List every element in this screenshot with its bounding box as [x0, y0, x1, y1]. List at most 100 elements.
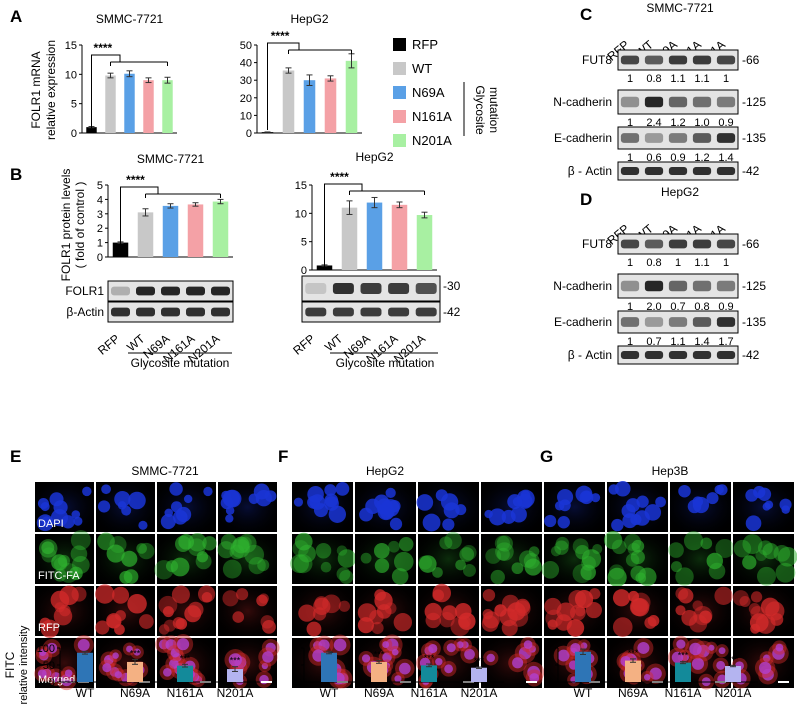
band [161, 307, 180, 317]
cell-nucleus [262, 651, 274, 663]
cell-nucleus [523, 640, 533, 649]
cell [115, 610, 126, 621]
legend-swatch-WT [393, 62, 406, 75]
x-tick-label: N161A [411, 686, 448, 700]
cell-nucleus [112, 652, 119, 659]
cell [293, 554, 313, 574]
band [716, 351, 736, 359]
bar-WT [321, 652, 337, 682]
bar-WT [575, 651, 591, 682]
bar-N69A [162, 205, 179, 257]
band [668, 239, 688, 249]
bar-N201A [345, 60, 358, 134]
bar-N201A [162, 80, 173, 133]
cell [580, 564, 596, 581]
band [620, 280, 640, 292]
chart-F: WT *** N69A *** N161A *** N201A [301, 647, 504, 700]
cell [338, 600, 351, 612]
cell-nucleus [507, 494, 523, 510]
cell [733, 539, 752, 558]
y-tick-label: 5 [71, 99, 77, 111]
blot-row-label: β - Actin [568, 348, 612, 362]
cell-nucleus [398, 662, 411, 675]
band [388, 307, 410, 317]
cell [425, 612, 441, 629]
quant-value: 0.7 [670, 301, 685, 313]
band [620, 96, 640, 108]
cell [742, 534, 763, 555]
cell [384, 602, 397, 615]
micrograph-title: SMMC-7721 [131, 464, 199, 478]
bar-N201A [416, 215, 433, 270]
group-label: Glycosite mutation [336, 356, 435, 370]
bar-N69A [303, 80, 316, 133]
cell-nucleus [689, 642, 702, 656]
bar-N161A [391, 204, 408, 270]
cell [393, 551, 414, 572]
band [186, 286, 205, 296]
cell [555, 536, 570, 551]
legend-label-N161A: N161A [412, 109, 452, 124]
kda-label: -125 [742, 95, 766, 109]
quant-value: 0.9 [718, 117, 733, 129]
band [360, 283, 382, 294]
cell [374, 591, 393, 610]
cell [541, 560, 560, 579]
cell [357, 603, 377, 622]
cell [257, 559, 270, 572]
cell [59, 585, 79, 606]
y-tick-label: 40 [240, 58, 252, 70]
cell-nucleus [461, 641, 469, 649]
cell [612, 589, 631, 607]
legend-label-N69A: N69A [412, 85, 445, 100]
y-tick-label: 1 [97, 238, 103, 250]
cell [490, 569, 505, 585]
cell [432, 567, 443, 578]
cell-nucleus [435, 658, 443, 666]
x-tick-label: N201A [461, 686, 498, 700]
cell-nucleus [382, 641, 390, 648]
cell-nucleus [114, 490, 131, 508]
legend-swatch-RFP [393, 38, 406, 51]
cell-nucleus [518, 646, 532, 660]
cell [714, 586, 733, 606]
cell-nucleus [608, 484, 619, 495]
cell [683, 531, 704, 551]
legend-swatch-N161A [393, 110, 406, 123]
cell [444, 531, 462, 550]
cell [51, 554, 68, 571]
cell-nucleus [261, 662, 269, 670]
group-label: Glycosite mutation [131, 356, 230, 370]
cell [748, 603, 761, 615]
cell-nucleus [708, 644, 715, 651]
micrograph-title: Hep3B [652, 464, 689, 478]
cell [112, 586, 130, 604]
cell [374, 558, 390, 573]
quant-value: 0.7 [646, 336, 661, 348]
y-tick-label: 0 [49, 677, 55, 689]
cell-nucleus [442, 518, 455, 531]
band [211, 286, 230, 296]
blot-row-label: FUT8 [582, 53, 612, 67]
blot-row-label: β - Actin [568, 164, 612, 178]
cell-nucleus [488, 508, 507, 526]
cell-nucleus [501, 509, 516, 524]
band [211, 307, 230, 317]
cell [462, 563, 476, 577]
y-tick-label: 5 [97, 180, 103, 192]
cell-nucleus [464, 648, 475, 660]
cell-nucleus [97, 500, 111, 513]
cell [258, 593, 269, 604]
band [332, 283, 354, 294]
chart-title: HepG2 [290, 12, 328, 26]
cell [777, 546, 797, 567]
cell-nucleus [318, 639, 330, 651]
cell-nucleus [615, 480, 631, 497]
legend: RFP WT N69A N161A N201A Glycosite mutation [393, 37, 501, 148]
cell-nucleus [389, 517, 403, 531]
cell [248, 556, 266, 575]
cell [461, 545, 477, 561]
bar-N201A [212, 201, 229, 257]
cell [770, 613, 784, 626]
